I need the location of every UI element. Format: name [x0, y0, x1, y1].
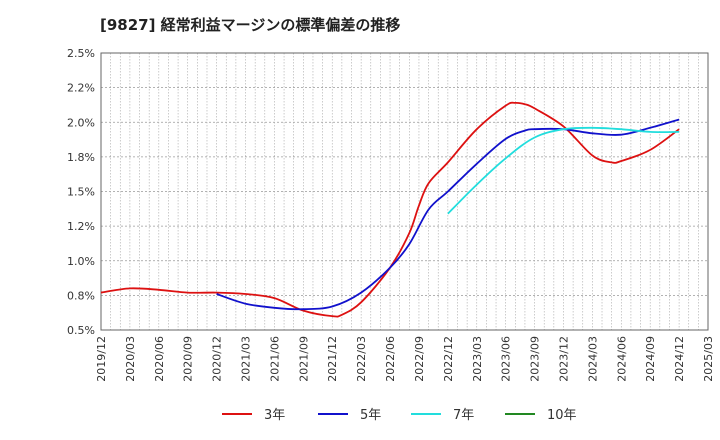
plot-border	[100, 52, 709, 331]
x-tick-label: 2025/03	[702, 336, 715, 382]
x-tick-label: 2020/12	[211, 336, 224, 382]
x-tick-label: 2021/12	[326, 336, 339, 382]
legend-label-3: 7年	[453, 408, 474, 423]
x-tick-label: 2024/03	[586, 336, 599, 382]
x-tick-label: 2023/06	[500, 336, 513, 382]
legend-label-2: 5年	[360, 408, 381, 423]
x-tick-label: 2024/12	[673, 336, 686, 382]
y-tick-label: 2.5%	[67, 47, 95, 60]
y-tick-label: 0.5%	[67, 324, 95, 337]
y-tick-label: 1.5%	[67, 186, 95, 199]
y-tick-label: 1.8%	[67, 151, 95, 164]
series-line-3	[447, 126, 680, 215]
x-tick-label: 2022/09	[413, 336, 426, 382]
y-tick-label: 1.0%	[67, 255, 95, 268]
y-tick-label: 0.8%	[67, 289, 95, 302]
chart-title: [9827] 経常利益マージンの標準偏差の推移	[100, 16, 401, 34]
plot-area	[101, 53, 708, 330]
x-tick-label: 2023/12	[557, 336, 570, 382]
x-tick-label: 2019/12	[95, 336, 108, 382]
x-tick-label: 2020/03	[124, 336, 137, 382]
x-tick-label: 2021/06	[268, 336, 281, 382]
x-tick-label: 2020/06	[153, 336, 166, 382]
x-tick-label: 2021/03	[240, 336, 253, 382]
legend-label-4: 10年	[547, 408, 577, 423]
x-tick-label: 2022/12	[442, 336, 455, 382]
y-tick-label: 2.0%	[67, 116, 95, 129]
y-tick-label: 1.2%	[67, 220, 95, 233]
legend-label-1: 3年	[264, 408, 285, 423]
x-tick-label: 2022/03	[355, 336, 368, 382]
series-line-1	[100, 101, 680, 318]
x-tick-label: 2020/09	[182, 336, 195, 382]
x-tick-label: 2021/09	[297, 336, 310, 382]
y-tick-label: 2.2%	[67, 82, 95, 95]
x-tick-label: 2023/03	[471, 336, 484, 382]
series-line-2	[216, 118, 680, 311]
x-tick-label: 2024/09	[644, 336, 657, 382]
x-tick-label: 2023/09	[529, 336, 542, 382]
x-tick-label: 2022/06	[384, 336, 397, 382]
x-tick-label: 2024/06	[615, 336, 628, 382]
